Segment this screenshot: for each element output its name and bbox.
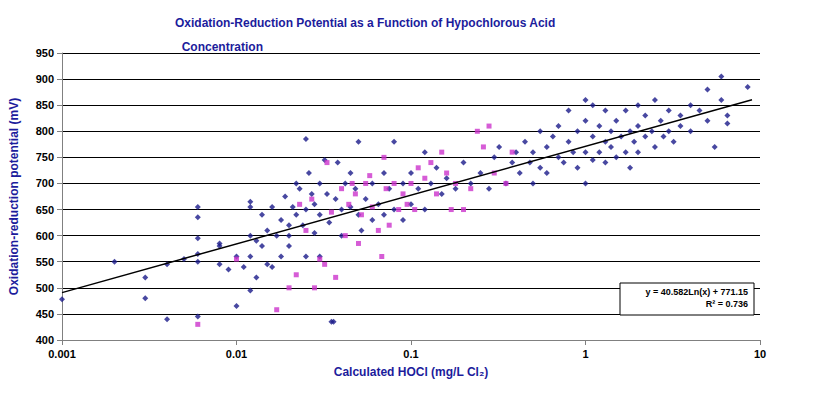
- svg-text:Oxidation-Reduction Potential: Oxidation-Reduction Potential as a Funct…: [175, 16, 555, 30]
- svg-text:450: 450: [36, 308, 54, 320]
- svg-text:750: 750: [36, 151, 54, 163]
- svg-text:Concentration: Concentration: [175, 40, 263, 54]
- svg-text:900: 900: [36, 73, 54, 85]
- svg-text:1: 1: [582, 348, 588, 360]
- svg-text:400: 400: [36, 334, 54, 346]
- svg-text:700: 700: [36, 177, 54, 189]
- svg-text:550: 550: [36, 256, 54, 268]
- svg-text:10: 10: [754, 348, 766, 360]
- svg-text:Oxidation-reduction potential: Oxidation-reduction potential (mV): [7, 98, 21, 295]
- svg-text:600: 600: [36, 230, 54, 242]
- svg-text:800: 800: [36, 125, 54, 137]
- svg-text:0.1: 0.1: [403, 348, 418, 360]
- svg-text:y = 40.582Ln(x) + 771.15: y = 40.582Ln(x) + 771.15: [645, 287, 748, 297]
- svg-text:Calculated HOCl (mg/L Cl₂): Calculated HOCl (mg/L Cl₂): [334, 365, 488, 379]
- svg-text:850: 850: [36, 99, 54, 111]
- svg-text:0.001: 0.001: [48, 348, 76, 360]
- svg-text:950: 950: [36, 47, 54, 59]
- svg-text:650: 650: [36, 204, 54, 216]
- svg-text:R² = 0.736: R² = 0.736: [706, 299, 748, 309]
- svg-text:500: 500: [36, 282, 54, 294]
- svg-text:0.01: 0.01: [226, 348, 247, 360]
